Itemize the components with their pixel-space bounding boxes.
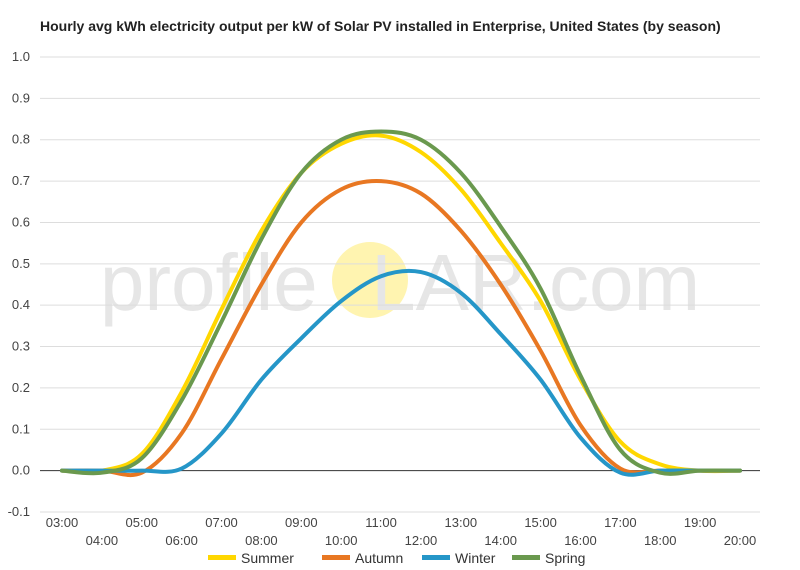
x-tick-label: 11:00 [365,515,397,530]
y-tick-label: 0.7 [12,173,30,188]
series-line-winter [60,268,742,477]
legend-swatch-winter [422,555,450,560]
y-tick-label: 0.5 [12,256,30,271]
x-tick-label: 05:00 [125,515,158,530]
x-tick-label: 19:00 [684,515,717,530]
series-line-summer [60,133,742,474]
x-tick-label: 09:00 [285,515,318,530]
y-tick-label: 0.9 [12,90,30,105]
x-tick-label: 14:00 [484,533,517,548]
legend-swatch-spring [512,555,540,560]
watermark: profileSLAR.com [100,238,700,327]
legend-swatch-summer [208,555,236,560]
x-tick-label: 18:00 [644,533,677,548]
x-axis: 03:00 04:00 05:00 06:00 07:00 08:00 09:00 10:00… [46,515,757,548]
chart-title: Hourly avg kWh electricity output per kW… [40,18,721,34]
x-tick-label: 15:00 [524,515,557,530]
watermark-text: profileSLAR.com [100,238,700,327]
legend-label-summer: Summer [241,550,294,566]
legend: Summer Autumn Winter Spring [208,550,585,566]
x-tick-label: 07:00 [205,515,238,530]
x-tick-label: 06:00 [165,533,198,548]
y-tick-label: 0.0 [12,463,30,478]
series-lines [60,129,742,478]
y-tick-label: 0.2 [12,380,30,395]
x-tick-label: 16:00 [564,533,597,548]
series-line-spring [60,129,742,476]
y-tick-label: 0.6 [12,214,30,229]
y-tick-label: 0.4 [12,297,30,312]
y-tick-label: 0.8 [12,132,30,147]
y-tick-label: 1.0 [12,49,30,64]
x-tick-label: 04:00 [86,533,119,548]
y-tick-label: -0.1 [8,504,30,519]
legend-label-autumn: Autumn [355,550,403,566]
x-tick-label: 03:00 [46,515,79,530]
legend-label-winter: Winter [455,550,496,566]
y-tick-label: 0.1 [12,421,30,436]
x-tick-label: 10:00 [325,533,358,548]
y-tick-label: 0.3 [12,339,30,354]
x-tick-label: 20:00 [724,533,757,548]
y-axis: 1.0 0.9 0.8 0.7 0.6 0.5 0.4 0.3 0.2 0.1 0.0 -0.1 [8,49,30,519]
legend-swatch-autumn [322,555,350,560]
x-tick-label: 17:00 [604,515,637,530]
x-tick-label: 08:00 [245,533,278,548]
series-line-autumn [60,178,742,478]
x-tick-label: 13:00 [445,515,478,530]
legend-label-spring: Spring [545,550,585,566]
x-tick-label: 12:00 [405,533,438,548]
